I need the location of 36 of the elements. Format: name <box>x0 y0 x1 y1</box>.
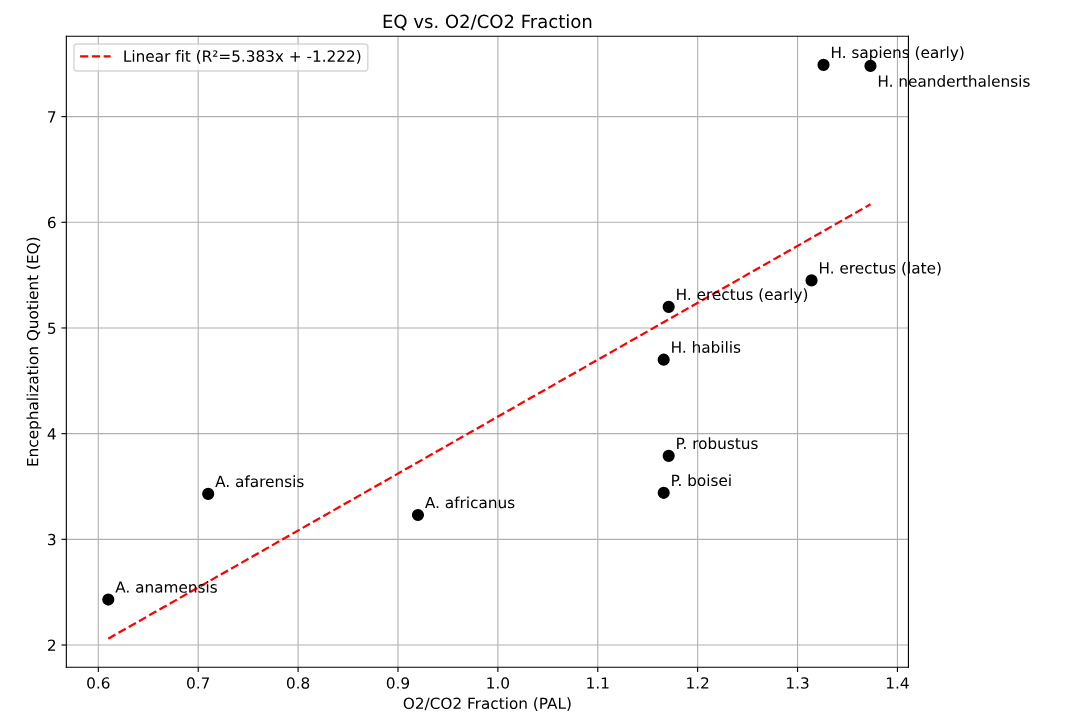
y-tick-label: 6 <box>47 216 56 229</box>
annotation: A. africanus <box>425 496 515 509</box>
point <box>102 593 115 606</box>
x-tick-label: 1.3 <box>787 677 809 689</box>
x-tick-label: 0.6 <box>87 677 110 689</box>
x-tick-label: 0.9 <box>386 677 410 689</box>
point <box>657 486 670 499</box>
y-axis-title: Encephalization Quotient (EQ) <box>26 237 42 466</box>
y-tick-label: 7 <box>48 111 56 123</box>
annotation: H. erectus (early) <box>677 288 808 304</box>
x-tick-label: 1.1 <box>587 677 609 689</box>
point <box>805 274 818 287</box>
point <box>817 58 830 71</box>
point <box>864 59 877 72</box>
annotation: H. sapiens (early) <box>831 46 964 62</box>
y-tick-label: 2 <box>48 639 56 651</box>
x-tick-label: 0.8 <box>286 677 310 689</box>
x-tick-label: 1.4 <box>886 677 909 689</box>
legend-label: Linear fit (R²=5.383x + -1.222) <box>124 50 361 64</box>
x-tick-label: 1.0 <box>487 677 510 689</box>
annotation: P. robustus <box>677 437 758 450</box>
point <box>411 508 425 522</box>
point <box>662 300 675 313</box>
y-tick-label: 3 <box>48 533 56 546</box>
point <box>202 487 215 500</box>
chart-title: EQ vs. O2/CO2 Fraction <box>383 14 592 31</box>
annotation: A. afarensis <box>215 475 304 488</box>
annotation: H. habilis <box>672 341 741 353</box>
x-tick-label: 1.2 <box>687 677 709 689</box>
y-tick-label: 4 <box>47 428 56 440</box>
point <box>662 449 675 462</box>
y-tick-label: 5 <box>48 322 56 334</box>
x-axis-title: O2/CO2 Fraction (PAL) <box>403 697 571 711</box>
x-tick-label: 0.7 <box>187 677 210 689</box>
annotation: P. boisei <box>672 474 731 487</box>
point <box>657 353 670 366</box>
